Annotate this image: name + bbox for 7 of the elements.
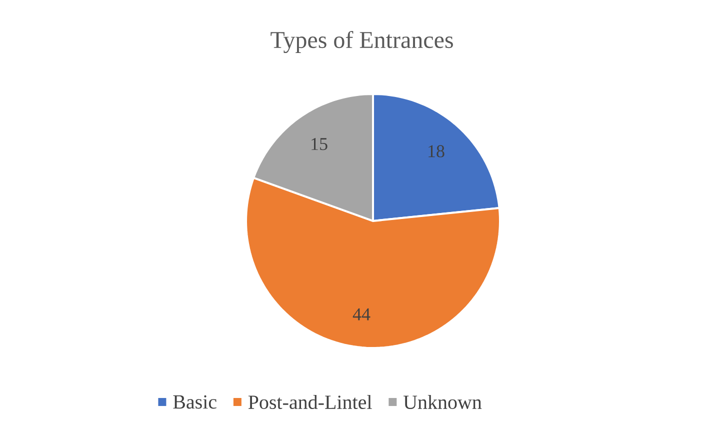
- data-label: 18: [428, 145, 444, 158]
- legend-label: Post-and-Lintel: [248, 394, 372, 410]
- legend-label: Basic: [173, 395, 216, 409]
- data-label: 44: [352, 308, 370, 320]
- chart-title: Types of Entrances: [270, 30, 453, 54]
- data-label: 15: [312, 138, 328, 150]
- legend-label: Unknown: [403, 394, 482, 410]
